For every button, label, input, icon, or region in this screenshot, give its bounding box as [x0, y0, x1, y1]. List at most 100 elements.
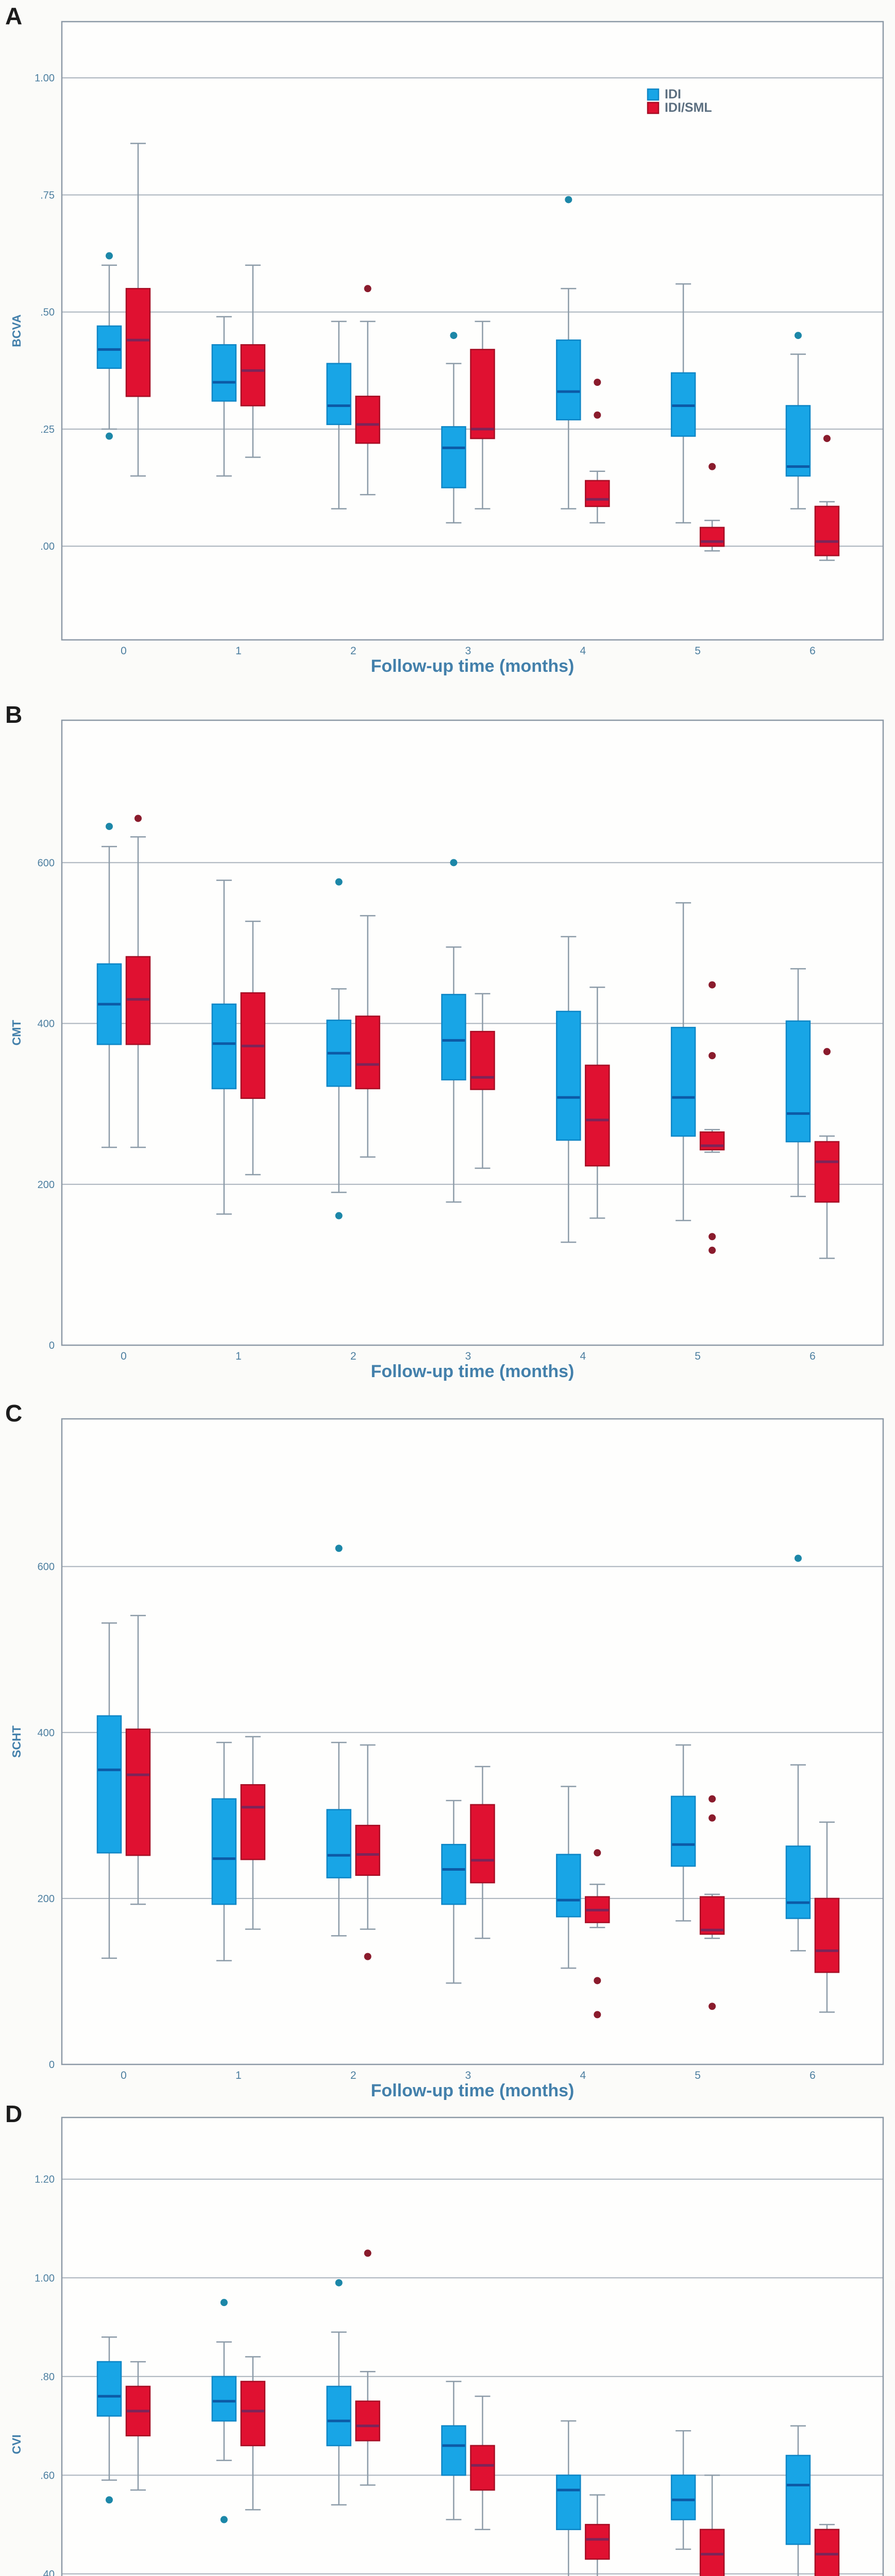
box-month-4 [585, 2494, 610, 2576]
outlier-point [708, 1052, 716, 1059]
iqr-box [785, 405, 811, 477]
iqr-box [355, 2400, 380, 2442]
x-tick-label: 5 [695, 1350, 701, 1362]
x-tick-label: 2 [350, 645, 357, 657]
iqr-box [814, 1897, 840, 1973]
panel-c-letter: C [5, 1400, 23, 1427]
outlier-point [594, 1977, 601, 1985]
iqr-box [585, 2523, 610, 2560]
outlier-point [335, 878, 343, 886]
box-month-1 [240, 264, 266, 458]
plot-area [62, 22, 883, 640]
box-month-4 [556, 2420, 581, 2576]
outlier-point [823, 435, 831, 443]
panel-b-letter: B [5, 701, 23, 728]
outlier-point [220, 2516, 228, 2523]
iqr-box [556, 1010, 581, 1141]
iqr-box [785, 1845, 811, 1919]
legend-swatch-idi-sml [647, 101, 660, 114]
box-month-0 [96, 1622, 122, 1959]
box-month-1 [211, 2341, 237, 2461]
iqr-box [240, 1784, 266, 1860]
box-month-3 [441, 363, 466, 523]
box-month-2 [355, 1744, 380, 1930]
legend-swatch-idi [647, 88, 660, 101]
outlier-point [823, 1048, 831, 1056]
x-tick-label: 2 [350, 1350, 357, 1362]
box-month-6 [814, 1135, 840, 1259]
outlier-point [450, 332, 458, 340]
outlier-point [794, 1554, 802, 1562]
outlier-point [708, 1814, 716, 1822]
box-month-3 [470, 2395, 495, 2530]
box-month-6 [785, 353, 811, 510]
y-tick-label: 400 [38, 1727, 55, 1739]
outlier-point [364, 285, 371, 293]
box-month-4 [585, 987, 610, 1219]
outlier-point [708, 1233, 716, 1241]
box-month-4 [585, 470, 610, 523]
box-month-5 [699, 1129, 725, 1153]
panel-a-letter: A [5, 3, 23, 29]
box-month-5 [699, 2475, 725, 2576]
iqr-box [441, 1843, 466, 1905]
y-tick-label: .80 [40, 2371, 55, 2383]
x-tick-label: 4 [580, 1350, 586, 1362]
box-month-1 [211, 1741, 237, 1961]
box-month-3 [441, 2381, 466, 2520]
y-tick-label: .00 [40, 541, 55, 552]
x-tick-label: 0 [121, 645, 127, 657]
iqr-box [470, 349, 495, 439]
x-axis-title: Follow-up time (months) [371, 2081, 575, 2100]
iqr-box [670, 1027, 696, 1137]
outlier-point [106, 2496, 113, 2504]
iqr-box [699, 527, 725, 547]
box-month-3 [470, 320, 495, 510]
x-tick-label: 6 [809, 645, 816, 657]
y-tick-label: 0 [49, 2059, 55, 2071]
iqr-box [814, 2529, 840, 2576]
outlier-point [708, 2003, 716, 2010]
box-month-4 [556, 287, 581, 510]
series-idi-sml [125, 815, 840, 1259]
box-month-6 [814, 1821, 840, 2013]
iqr-box [785, 2454, 811, 2545]
iqr-box [470, 1804, 495, 1884]
iqr-box [211, 2376, 237, 2422]
iqr-box [326, 363, 351, 426]
panel-d-letter: D [5, 2100, 23, 2127]
iqr-box [326, 1809, 351, 1878]
panel-c: 600 400 200 0 0 1 2 3 4 5 6 Follow-up time (months)… [10, 1418, 884, 2100]
iqr-box [441, 2425, 466, 2476]
outlier-point [708, 463, 716, 470]
y-tick-label: .50 [40, 307, 55, 318]
outlier-point [364, 1953, 371, 1960]
iqr-box [96, 1715, 122, 1854]
series-idi [96, 196, 811, 523]
y-tick-label: 0 [49, 1340, 55, 1351]
iqr-box [814, 1141, 840, 1203]
outlier-point [335, 2279, 343, 2286]
box-month-2 [326, 1741, 351, 1937]
y-tick-label: 400 [38, 1019, 55, 1030]
box-month-6 [785, 968, 811, 1197]
outlier-point [594, 411, 601, 419]
iqr-box [355, 396, 380, 444]
iqr-box [211, 1003, 237, 1090]
box-month-0 [96, 2336, 122, 2481]
x-tick-label: 3 [465, 2070, 471, 2081]
x-tick-label: 0 [121, 2070, 127, 2081]
box-month-2 [355, 2370, 380, 2486]
x-tick-label: 3 [465, 645, 471, 657]
x-tick-label: 5 [695, 645, 701, 657]
iqr-box [211, 1798, 237, 1905]
x-tick-label: 1 [235, 2070, 242, 2081]
outlier-point [708, 1246, 716, 1254]
iqr-box [699, 1896, 725, 1935]
y-axis-title: BCVA [10, 314, 23, 347]
box-month-3 [441, 946, 466, 1203]
y-tick-label: 1.00 [35, 2273, 55, 2284]
y-tick-label: 600 [38, 1562, 55, 1573]
outlier-point [794, 332, 802, 340]
